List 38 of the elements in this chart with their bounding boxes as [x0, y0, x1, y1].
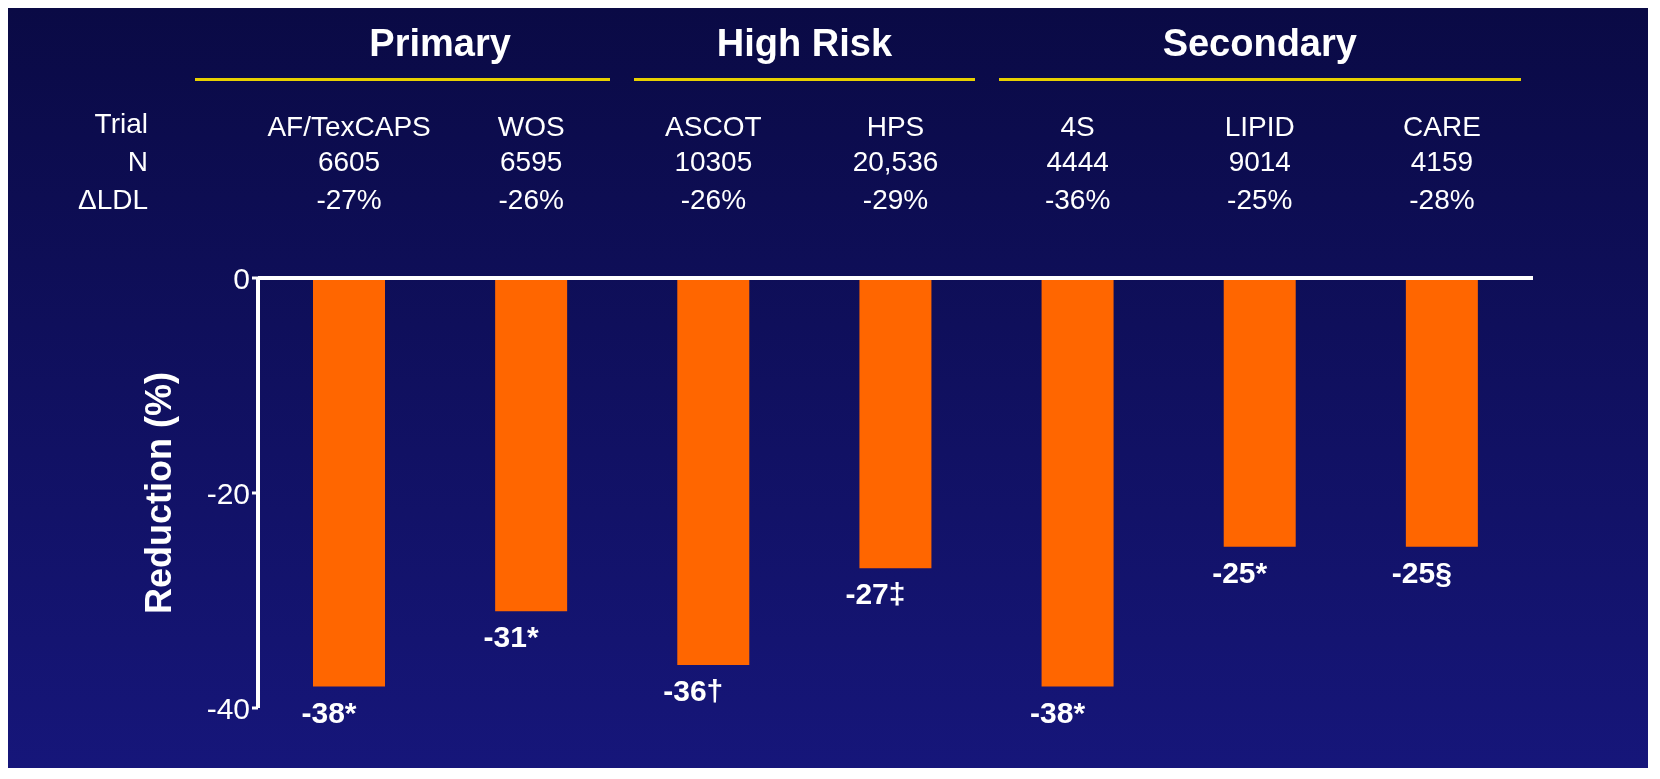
x-tick-label: WOS — [497, 111, 565, 142]
text: -25% — [1226, 184, 1294, 216]
y-tick-label: -40 — [206, 691, 250, 725]
data-label: -25§ — [1391, 555, 1452, 589]
x-tick-label: 4S — [1060, 111, 1095, 142]
data-label: -25* — [1212, 555, 1268, 589]
text: -27% — [315, 184, 383, 216]
text: Secondary — [1161, 22, 1358, 65]
y-tick-label: -20 — [206, 476, 250, 510]
x-tick-label: HPS — [866, 111, 925, 142]
text: ΔLDL — [76, 184, 148, 216]
text: -26% — [497, 184, 565, 216]
x-tick-label: CARE — [1403, 111, 1481, 142]
data-label: -27‡ — [845, 577, 906, 611]
text: 4159 — [1409, 146, 1475, 178]
x-tick-label: LIPID — [1224, 111, 1295, 142]
text: Primary — [368, 22, 512, 65]
y-axis-title: Reduction (%) — [137, 372, 179, 614]
text: -36% — [1043, 184, 1112, 216]
text: 9014 — [1227, 146, 1292, 178]
data-label: -38* — [1030, 695, 1086, 729]
text: -28% — [1408, 184, 1476, 216]
text: -29% — [861, 184, 930, 216]
text: -26% — [679, 184, 748, 216]
text: 6605 — [316, 146, 382, 178]
data-label: -31* — [483, 620, 539, 654]
data-label: -36† — [663, 674, 724, 707]
text: 20,536 — [851, 146, 940, 178]
text: 10305 — [673, 146, 754, 178]
x-tick-label: AF/TexCAPS — [267, 111, 431, 142]
text: Trial — [93, 108, 148, 140]
text: N — [126, 146, 148, 178]
y-tick-label: 0 — [233, 261, 250, 295]
data-label: -38* — [301, 695, 357, 729]
text: 6595 — [499, 146, 564, 178]
text: High Risk — [715, 22, 894, 65]
x-tick-label: ASCOT — [665, 111, 762, 142]
text: 4444 — [1045, 146, 1110, 178]
